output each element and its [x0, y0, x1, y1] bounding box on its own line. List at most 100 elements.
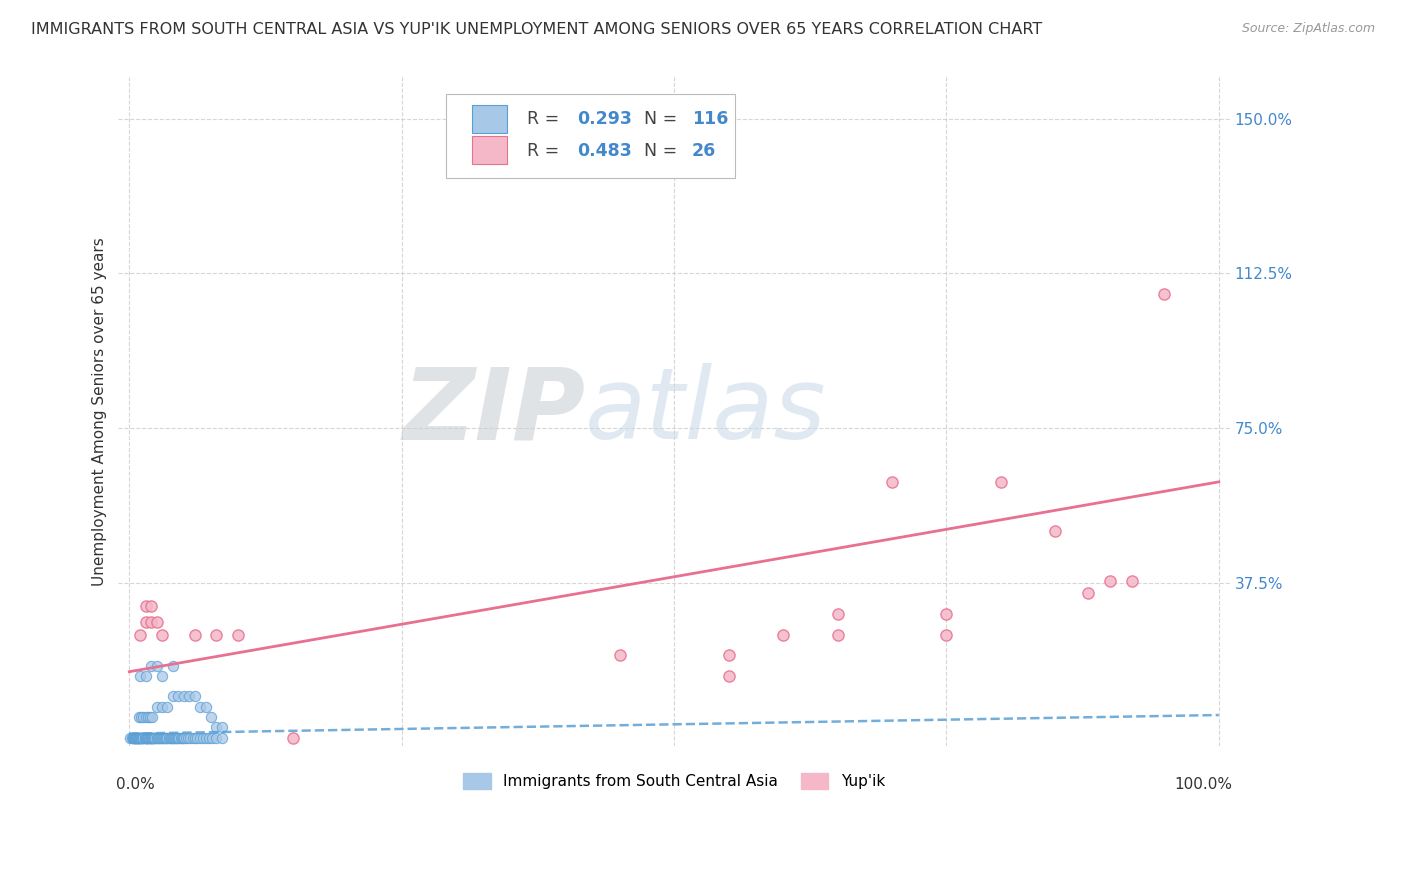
Point — [125, 731, 148, 745]
Point — [150, 627, 173, 641]
Point — [186, 731, 208, 745]
Point — [145, 731, 167, 745]
Point — [136, 710, 159, 724]
Point — [145, 731, 167, 745]
Point — [935, 607, 957, 621]
Text: 0.0%: 0.0% — [117, 778, 155, 792]
Point — [935, 627, 957, 641]
Point — [125, 731, 148, 745]
Point — [167, 690, 190, 704]
Bar — [472, 105, 508, 133]
Point — [205, 627, 228, 641]
Point — [127, 731, 149, 745]
Point — [122, 731, 145, 745]
Point — [143, 731, 166, 745]
Point — [124, 731, 146, 745]
Point — [139, 615, 162, 630]
Bar — [472, 136, 508, 164]
Point — [162, 731, 184, 745]
Point — [139, 731, 162, 745]
Point — [1098, 574, 1121, 588]
Point — [827, 607, 849, 621]
Point — [124, 731, 146, 745]
Text: 26: 26 — [692, 142, 716, 160]
Point — [198, 731, 221, 745]
Point — [145, 731, 167, 745]
Point — [139, 658, 162, 673]
Point — [156, 699, 179, 714]
Point — [165, 731, 187, 745]
Point — [121, 731, 143, 745]
Point — [136, 731, 159, 745]
Point — [159, 731, 181, 745]
Text: ZIP: ZIP — [402, 363, 585, 460]
Point — [128, 731, 150, 745]
Point — [194, 731, 217, 745]
Point — [139, 731, 162, 745]
Point — [211, 720, 233, 734]
Point — [121, 731, 143, 745]
Point — [990, 475, 1012, 489]
Point — [179, 690, 201, 704]
Point — [135, 731, 157, 745]
Point — [135, 731, 157, 745]
Point — [205, 731, 228, 745]
Point — [201, 731, 224, 745]
Text: N =: N = — [644, 142, 683, 160]
Point — [134, 731, 156, 745]
Point — [127, 731, 149, 745]
Point — [149, 731, 172, 745]
Point — [125, 731, 148, 745]
Point — [145, 658, 167, 673]
Point — [157, 731, 180, 745]
Point — [139, 731, 162, 745]
Point — [170, 731, 193, 745]
Point — [1077, 586, 1099, 600]
Point — [194, 699, 217, 714]
Point — [129, 731, 152, 745]
Point — [120, 731, 142, 745]
Point — [142, 731, 165, 745]
Point — [129, 731, 152, 745]
Point — [166, 731, 188, 745]
Point — [717, 648, 740, 663]
Text: R =: R = — [527, 110, 565, 128]
Point — [183, 627, 205, 641]
Point — [121, 731, 143, 745]
Text: 0.293: 0.293 — [578, 110, 633, 128]
Point — [880, 475, 903, 489]
Text: IMMIGRANTS FROM SOUTH CENTRAL ASIA VS YUP'IK UNEMPLOYMENT AMONG SENIORS OVER 65 : IMMIGRANTS FROM SOUTH CENTRAL ASIA VS YU… — [31, 22, 1042, 37]
Legend: Immigrants from South Central Asia, Yup'ik: Immigrants from South Central Asia, Yup'… — [457, 767, 891, 795]
Point — [131, 731, 153, 745]
Point — [146, 731, 169, 745]
Point — [148, 731, 170, 745]
Point — [169, 731, 191, 745]
Point — [135, 731, 157, 745]
Point — [172, 731, 194, 745]
Point — [160, 731, 183, 745]
Point — [211, 731, 233, 745]
Point — [153, 731, 176, 745]
Point — [129, 731, 152, 745]
Point — [179, 731, 201, 745]
Point — [128, 710, 150, 724]
FancyBboxPatch shape — [446, 95, 735, 178]
Point — [131, 710, 153, 724]
Point — [134, 731, 156, 745]
Point — [1153, 287, 1175, 301]
Point — [152, 731, 174, 745]
Point — [162, 658, 184, 673]
Text: atlas: atlas — [585, 363, 827, 460]
Point — [156, 731, 179, 745]
Point — [141, 710, 163, 724]
Point — [150, 699, 173, 714]
Point — [181, 731, 204, 745]
Point — [162, 690, 184, 704]
Point — [143, 731, 166, 745]
Text: Source: ZipAtlas.com: Source: ZipAtlas.com — [1241, 22, 1375, 36]
Point — [138, 731, 160, 745]
Point — [132, 710, 155, 724]
Point — [128, 731, 150, 745]
Point — [145, 615, 167, 630]
Point — [125, 731, 148, 745]
